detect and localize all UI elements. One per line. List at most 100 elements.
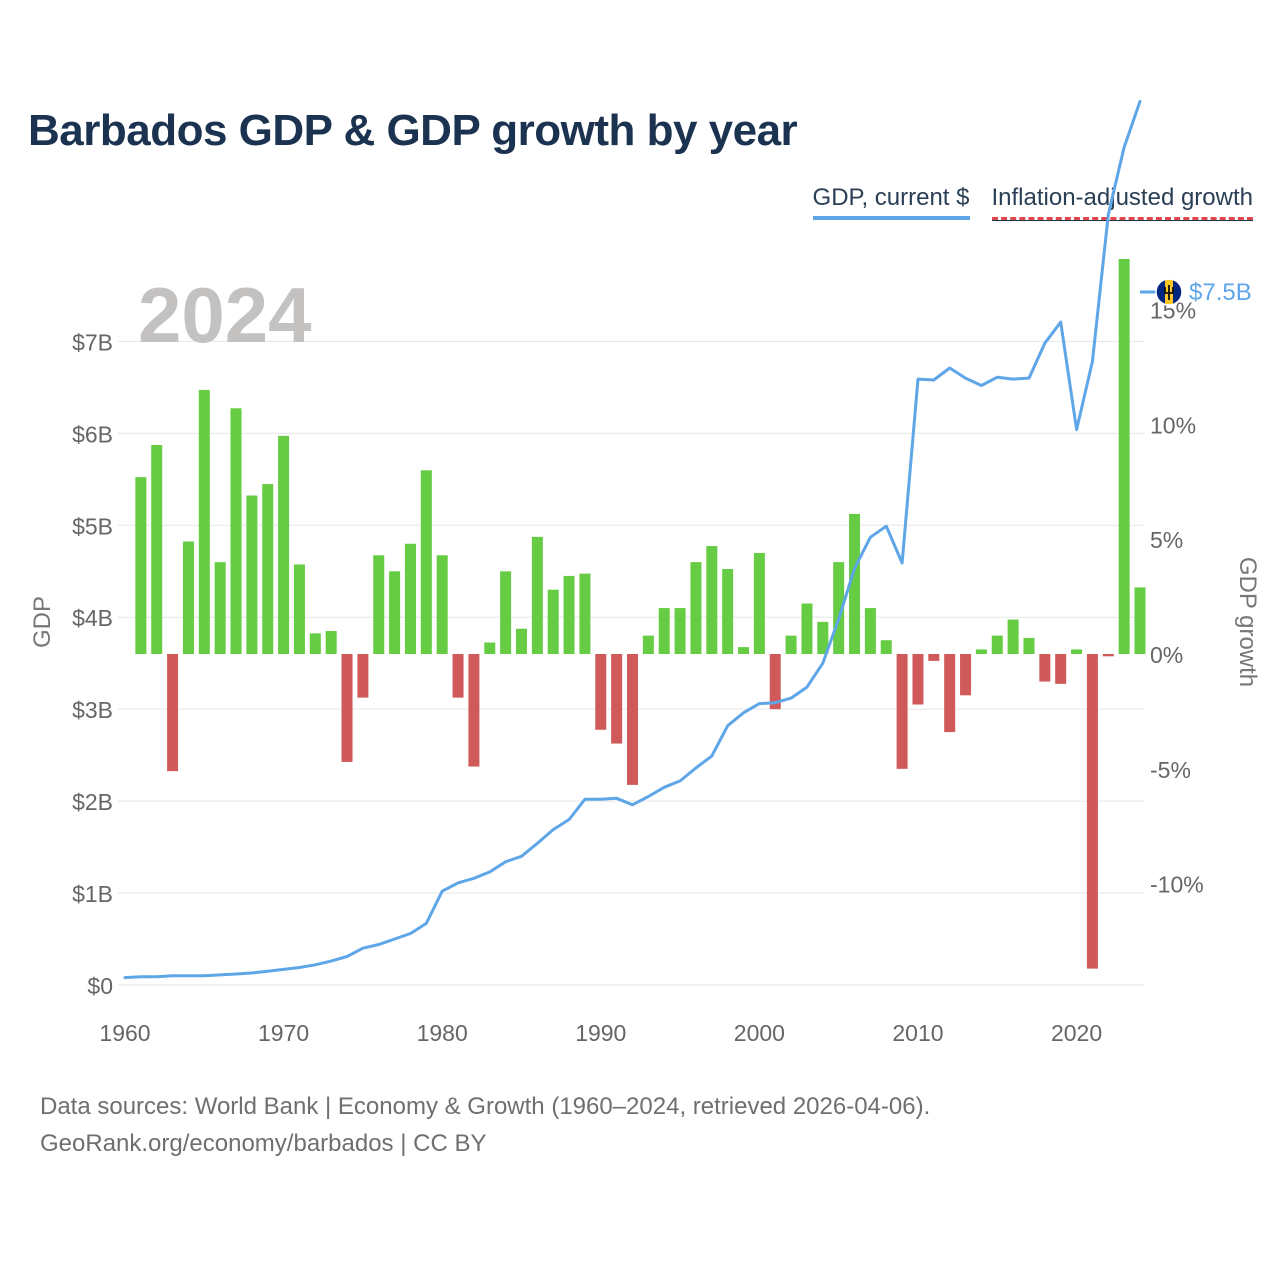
growth-bar[interactable]	[436, 555, 448, 654]
growth-bar[interactable]	[500, 571, 512, 654]
growth-bar[interactable]	[1102, 654, 1114, 657]
x-tick-label: 1970	[258, 1020, 309, 1046]
growth-bar[interactable]	[690, 562, 702, 654]
right-tick-label: -10%	[1150, 872, 1204, 898]
growth-bar[interactable]	[991, 635, 1003, 654]
end-value-label: $7.5B	[1189, 279, 1252, 306]
left-tick-label: $7B	[72, 329, 113, 355]
growth-bar[interactable]	[611, 654, 623, 744]
growth-bar[interactable]	[579, 573, 591, 654]
growth-bar[interactable]	[278, 435, 290, 654]
growth-bar[interactable]	[722, 569, 734, 654]
growth-bar[interactable]	[357, 654, 369, 698]
right-tick-label: 0%	[1150, 642, 1183, 668]
growth-bar[interactable]	[975, 649, 987, 654]
legend-growth[interactable]: Inflation-adjusted growth	[991, 184, 1253, 220]
gdp-line	[123, 99, 1142, 980]
growth-bar[interactable]	[373, 555, 385, 654]
growth-bar[interactable]	[849, 513, 861, 654]
growth-bar[interactable]	[262, 484, 274, 654]
growth-bar[interactable]	[928, 654, 940, 661]
left-tick-label: $3B	[72, 697, 113, 723]
growth-bar[interactable]	[912, 654, 924, 705]
growth-bar[interactable]	[198, 389, 210, 654]
growth-bar[interactable]	[484, 642, 496, 654]
growth-bar[interactable]	[1086, 654, 1098, 969]
growth-bar[interactable]	[167, 654, 179, 772]
right-tick-label: 10%	[1150, 412, 1196, 438]
growth-bar[interactable]	[833, 562, 845, 654]
growth-bar[interactable]	[468, 654, 480, 767]
growth-bar[interactable]	[738, 647, 750, 654]
left-axis: $0 $1B $2B $3B $4B $5B $6B $7B	[72, 329, 113, 999]
growth-bar[interactable]	[864, 608, 876, 654]
x-tick-label: 2000	[734, 1020, 785, 1046]
growth-bar[interactable]	[1118, 259, 1130, 654]
left-tick-label: $4B	[72, 605, 113, 631]
x-tick-label: 1990	[575, 1020, 626, 1046]
growth-bar[interactable]	[658, 608, 670, 654]
growth-bar[interactable]	[627, 654, 638, 785]
growth-bar[interactable]	[1134, 587, 1146, 654]
x-tick-label: 1960	[99, 1020, 150, 1046]
growth-bar[interactable]	[944, 654, 956, 733]
growth-bar[interactable]	[960, 654, 972, 696]
growth-bar[interactable]	[182, 541, 194, 654]
left-tick-label: $0	[87, 973, 113, 999]
growth-bar[interactable]	[151, 445, 163, 654]
growth-bar[interactable]	[420, 470, 432, 654]
footer-sources: Data sources: World Bank | Economy & Gro…	[40, 1093, 931, 1120]
left-tick-label: $5B	[72, 513, 113, 539]
right-tick-label: -5%	[1150, 757, 1191, 783]
growth-bar[interactable]	[309, 633, 321, 654]
growth-bar[interactable]	[1007, 619, 1019, 654]
growth-bar[interactable]	[246, 495, 258, 654]
growth-bars	[135, 259, 1146, 969]
chart-title: Barbados GDP & GDP growth by year	[28, 106, 798, 155]
growth-bar[interactable]	[452, 654, 464, 698]
right-tick-label: 5%	[1150, 527, 1183, 553]
growth-bar[interactable]	[896, 654, 908, 769]
barbados-flag-icon	[1155, 278, 1183, 306]
growth-bar[interactable]	[230, 408, 242, 654]
x-tick-label: 1980	[417, 1020, 468, 1046]
growth-bar[interactable]	[563, 575, 575, 654]
growth-bar[interactable]	[1039, 654, 1051, 682]
footer: Data sources: World Bank | Economy & Gro…	[40, 1088, 930, 1162]
growth-bar[interactable]	[214, 562, 226, 654]
legend-gdp[interactable]: GDP, current $	[812, 184, 970, 220]
growth-bar[interactable]	[674, 608, 686, 654]
left-tick-label: $1B	[72, 881, 113, 907]
growth-bar[interactable]	[706, 546, 718, 654]
growth-bar[interactable]	[515, 628, 527, 654]
chart-svg: 2024 $0 $1B $2B $3B $4B $5B $6B $7B -10% -5% 0% 5%…	[29, 99, 1261, 1046]
growth-bar[interactable]	[880, 640, 892, 654]
growth-bar[interactable]	[135, 477, 147, 654]
left-axis-label: GDP	[29, 596, 56, 648]
right-axis-label: GDP growth	[1234, 557, 1261, 687]
growth-bar[interactable]	[1055, 654, 1067, 684]
grid	[118, 340, 1145, 986]
growth-bar[interactable]	[531, 536, 543, 654]
growth-bar[interactable]	[547, 589, 559, 654]
growth-bar[interactable]	[595, 654, 607, 730]
growth-bar[interactable]	[801, 603, 813, 654]
x-tick-label: 2020	[1051, 1020, 1102, 1046]
growth-bar[interactable]	[753, 552, 765, 654]
growth-bar[interactable]	[642, 635, 654, 654]
growth-bar[interactable]	[1071, 649, 1083, 654]
x-axis: 1960 1970 1980 1990 2000 2010 2020	[99, 1020, 1102, 1046]
growth-bar[interactable]	[325, 631, 337, 654]
growth-bar[interactable]	[341, 654, 353, 762]
growth-bar[interactable]	[404, 543, 416, 654]
legend: GDP, current $ Inflation-adjusted growth	[812, 184, 1253, 220]
right-axis: -10%-5%0%5%10%15%	[1150, 298, 1204, 898]
growth-bar[interactable]	[769, 654, 781, 710]
growth-bar[interactable]	[1023, 637, 1035, 654]
growth-bar[interactable]	[817, 621, 829, 654]
growth-bar[interactable]	[785, 635, 797, 654]
growth-bar[interactable]	[293, 564, 305, 654]
year-watermark: 2024	[138, 271, 312, 359]
footer-credit[interactable]: GeoRank.org/economy/barbados | CC BY	[40, 1130, 487, 1157]
growth-bar[interactable]	[389, 571, 401, 654]
